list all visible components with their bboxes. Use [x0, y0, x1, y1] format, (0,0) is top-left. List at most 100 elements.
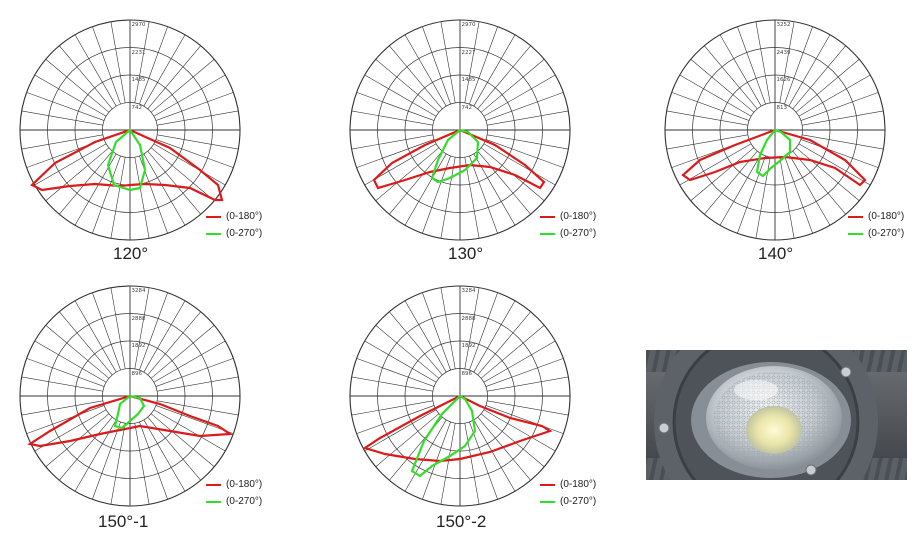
grid-spoke	[422, 292, 451, 371]
grid-spoke	[469, 421, 498, 500]
grid-spoke	[779, 157, 795, 239]
legend-label: (0-180°)	[560, 211, 597, 222]
grid-spoke	[92, 292, 121, 371]
radial-tick-labels: 2970 2227 1485 742	[462, 22, 476, 111]
radial-tick-label: 896	[462, 371, 473, 377]
radial-tick-label: 3252	[777, 22, 791, 28]
grid-spoke	[375, 147, 440, 201]
grid-spoke	[74, 153, 117, 226]
grid-spoke	[139, 26, 168, 105]
curve-0-180	[372, 128, 546, 190]
grid-spoke	[404, 419, 447, 492]
grid-spoke	[389, 150, 443, 215]
grid-spoke	[469, 155, 498, 234]
grid-spoke	[21, 110, 103, 126]
polar-grid	[19, 19, 241, 241]
grid-spoke	[477, 416, 531, 481]
grid-spoke	[483, 409, 556, 452]
grid-spoke	[800, 139, 879, 168]
grid-spoke	[795, 147, 860, 201]
legend-swatch-red	[848, 215, 863, 218]
grid-spoke	[59, 150, 113, 215]
grid-spoke	[21, 400, 103, 416]
grid-spoke	[364, 340, 437, 383]
grid-spoke	[139, 292, 168, 371]
grid-spoke	[45, 325, 110, 379]
radial-tick-label: 3284	[132, 288, 146, 294]
legend-swatch-red	[206, 483, 221, 486]
grid-spoke	[147, 311, 201, 376]
grid-spoke	[487, 110, 569, 126]
curve-0-180	[681, 128, 867, 187]
grid-spoke	[483, 143, 556, 186]
grid-spoke	[147, 45, 201, 110]
legend-entry-0-180: (0-180°)	[540, 476, 596, 493]
legend-entry-0-180: (0-180°)	[206, 208, 262, 225]
grid-spoke	[134, 287, 150, 369]
radial-tick-label: 1892	[462, 343, 476, 349]
grid-spoke	[157, 134, 239, 150]
grid-spoke	[110, 21, 126, 103]
grid-spoke	[784, 26, 813, 105]
grid-spoke	[666, 134, 748, 150]
grid-spoke	[469, 26, 498, 105]
grid-spoke	[690, 147, 755, 201]
radial-tick-label: 2888	[462, 316, 476, 322]
grid-spoke	[356, 92, 435, 121]
polar-chart-140: 3252 2439 1626 813	[664, 19, 886, 241]
grid-spoke	[150, 147, 215, 201]
polar-chart-130: 2970 2227 1485 742	[349, 19, 571, 241]
grid-spoke	[679, 74, 752, 117]
grid-spoke	[473, 419, 516, 492]
grid-spoke	[59, 311, 113, 376]
grid-spoke	[719, 153, 762, 226]
grid-spoke	[464, 423, 480, 505]
grid-spoke	[477, 45, 531, 110]
grid-spoke	[483, 74, 556, 117]
grid-spoke	[74, 419, 117, 492]
grid-spoke	[155, 92, 234, 121]
grid-spoke	[110, 287, 126, 369]
grid-spoke	[422, 26, 451, 105]
grid-spoke	[480, 59, 545, 113]
grid-spoke	[485, 139, 564, 168]
grid-spoke	[74, 300, 117, 373]
radial-tick-labels: 3252 2439 1626 813	[777, 22, 791, 111]
grid-spoke	[784, 155, 813, 234]
radial-tick-label: 813	[777, 105, 788, 111]
grid-spoke	[792, 45, 846, 110]
grid-spoke	[153, 143, 226, 186]
grid-spoke	[485, 92, 564, 121]
grid-spoke	[788, 34, 831, 107]
radial-tick-label: 2231	[132, 50, 146, 56]
legend-label: (0-180°)	[868, 211, 905, 222]
radial-tick-label: 2888	[132, 316, 146, 322]
grid-spoke	[155, 139, 234, 168]
radial-tick-label: 1485	[132, 77, 146, 83]
chart-caption: 130°	[448, 244, 484, 263]
grid-spoke	[800, 92, 879, 121]
grid-spoke	[798, 74, 871, 117]
polar-grid	[19, 285, 241, 507]
radial-tick-labels: 3284 2888 1892 896	[132, 288, 146, 377]
grid-spoke	[150, 325, 215, 379]
grid-spoke	[157, 110, 239, 126]
grid-spoke	[704, 45, 758, 110]
legend-swatch-red	[540, 483, 555, 486]
grid-spoke	[485, 358, 564, 387]
grid-spoke	[487, 134, 569, 150]
radial-tick-label: 896	[132, 371, 143, 377]
grid-spoke	[92, 26, 121, 105]
legend-swatch-green	[540, 500, 555, 503]
chart-caption: 150°-2	[436, 512, 487, 531]
legend: (0-180°) (0-270°)	[540, 476, 596, 510]
grid-spoke	[440, 423, 456, 505]
grid-spoke	[480, 413, 545, 467]
grid-spoke	[92, 421, 121, 500]
legend-entry-0-180: (0-180°)	[540, 208, 596, 225]
grid-spoke	[469, 292, 498, 371]
legend-swatch-green	[848, 232, 863, 235]
chart-caption: 140°	[758, 244, 794, 263]
radial-tick-label: 2227	[462, 50, 476, 56]
grid-spoke	[404, 153, 447, 226]
